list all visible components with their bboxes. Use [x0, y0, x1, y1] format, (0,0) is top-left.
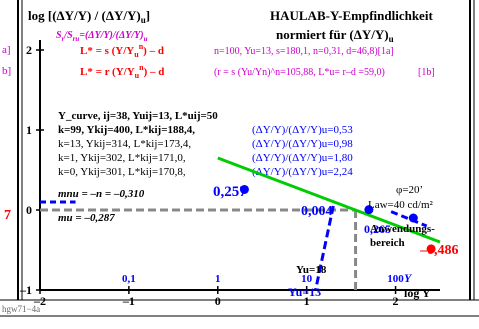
series-line-0: [217, 156, 441, 244]
law-label: Law=40 cd/m²: [368, 199, 433, 211]
yu18-label: Yu=18: [296, 264, 327, 276]
left-fragment-7: 7: [4, 208, 11, 223]
left-fragment-1b: b]: [2, 65, 11, 77]
top-axis-label: 10: [301, 273, 313, 285]
chart-subtitle: normiert für (ΔY/Y)u: [276, 27, 394, 44]
data-point-3: [426, 244, 436, 254]
x-tick-label: –1: [122, 294, 135, 308]
data-point-1: [364, 205, 374, 215]
value-m0486: –0,486: [419, 243, 459, 258]
points-layer: [239, 184, 436, 254]
y-axis-title: log [(ΔY/Y) / (ΔY/Y)u]: [28, 8, 150, 25]
y-tick-label: –1: [19, 283, 32, 297]
info-line-2: k=99, Ykij=400, L*kij=188,4,: [58, 124, 195, 136]
top-axis-label: 100: [387, 273, 404, 285]
ratio-formula: Sr/Sru=(ΔY/Y)/(ΔY/Y)u: [56, 30, 148, 43]
info-line-1: Y_curve, ij=38, Yuij=13, L*uij=50: [58, 110, 218, 122]
info-line-3: k=13, Ykij=314, L*kij=173,4,: [58, 138, 191, 150]
info-line-4-ratio: (ΔY/Y)/(ΔY/Y)u=1,80: [252, 152, 353, 164]
x-axis-title: log Y: [404, 286, 431, 300]
value-0265: 0,265: [364, 222, 391, 236]
y-tick-label: 1: [26, 123, 32, 137]
anwendung-label-1: Anwendungs-: [370, 223, 435, 235]
formula-line-2: L* = r (Y/Yun) – d: [80, 63, 164, 80]
right-blue-dash: [390, 210, 428, 228]
info-line-3-ratio: (ΔY/Y)/(ΔY/Y)u=0,98: [252, 138, 353, 150]
top-axis-label: 0,1: [122, 273, 136, 285]
anwendung-label-2: bereich: [370, 237, 405, 249]
info-line-5: k=0, Ykij=301, L*kij=170,8,: [58, 166, 186, 178]
footer-code: hgw71−4a: [2, 304, 40, 314]
formula-line-2-tag: [1b]: [418, 67, 435, 78]
left-fragment-1a: a]: [2, 44, 11, 56]
mu-label: mu = –0,287: [58, 212, 115, 224]
formula-line-2-params: (r = s (Yu/Yn)^n=105,88, L*u= r–d =59,0): [214, 67, 385, 78]
x-tick-label: 1: [304, 294, 310, 308]
yu13-label: Yu=13: [288, 285, 321, 299]
y-tick-label: 0: [26, 203, 32, 217]
x-tick-label: 0: [215, 294, 221, 308]
y-top-label: Y: [404, 271, 413, 285]
info-line-2-ratio: (ΔY/Y)/(ΔY/Y)u=0,53: [252, 124, 353, 136]
value-0004: 0,004: [301, 204, 333, 219]
formula-line-1-params: n=100, Yu=13, s=180,1, n=0,31, d=46,8)[1…: [214, 46, 394, 57]
y-tick-label: 2: [26, 43, 32, 57]
phi-label: φ=20’: [396, 184, 423, 196]
info-line-4: k=1, Ykij=302, L*kij=171,0,: [58, 152, 186, 164]
chart-title: HAULAB-Y-Empfindlichkeit: [270, 8, 433, 23]
x-tick-label: 2: [393, 294, 399, 308]
x-tick-label: –2: [33, 294, 46, 308]
formula-line-1: L* = s (Y/Yun) – d: [80, 42, 164, 59]
top-axis-label: 1: [215, 273, 221, 285]
mnu-label: mnu = –n = –0,310: [58, 188, 145, 200]
info-line-5-ratio: (ΔY/Y)/(ΔY/Y)u=2,24: [252, 166, 353, 178]
value-0257: 0,257: [213, 184, 247, 200]
yu13-reference-line: [314, 205, 335, 291]
data-point-0: [239, 184, 249, 194]
series-layer: [217, 156, 441, 244]
data-point-2: [408, 213, 418, 223]
